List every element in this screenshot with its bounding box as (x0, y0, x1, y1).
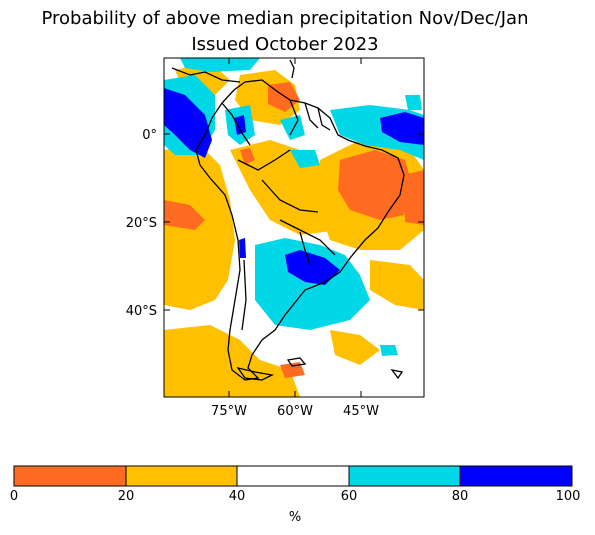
colorbar-tick-40: 40 (229, 489, 246, 504)
colorbar-segment-60-80 (349, 466, 460, 486)
colorbar-tick-100: 100 (556, 489, 581, 504)
lowest-tercile-region (164, 82, 424, 378)
colorbar-tick-0: 0 (10, 489, 18, 504)
colorbar-unit-label: % (288, 510, 302, 525)
colorbar-tick-60: 60 (341, 489, 358, 504)
coastlines (171, 59, 405, 381)
colorbar-segment-40-60 (237, 466, 349, 486)
lat-label-0: 0° (142, 128, 157, 143)
lon-label-60w: 60°W (277, 404, 313, 419)
highest-tercile-region (164, 88, 424, 285)
lat-label-40s: 40°S (126, 304, 157, 319)
colorbar-segment-20-40 (126, 466, 237, 486)
latitude-axis: 0° 20°S 40°S (126, 128, 424, 319)
map-title: Probability of above median precipitatio… (41, 8, 529, 29)
colorbar-tick-80: 80 (452, 489, 469, 504)
colorbar-tick-20: 20 (118, 489, 135, 504)
colorbar-segment-80-100 (460, 466, 572, 486)
lon-label-75w: 75°W (211, 404, 247, 419)
map-subtitle: Issued October 2023 (191, 34, 379, 55)
colorbar-segment-0-20 (14, 466, 126, 486)
lon-label-45w: 45°W (343, 404, 379, 419)
map-frame (163, 57, 425, 398)
colorbar: 0 20 40 60 80 100 (10, 465, 581, 504)
lat-label-20s: 20°S (126, 216, 157, 231)
longitude-axis: 75°W 60°W 45°W (211, 58, 379, 419)
map-panel (164, 58, 424, 397)
